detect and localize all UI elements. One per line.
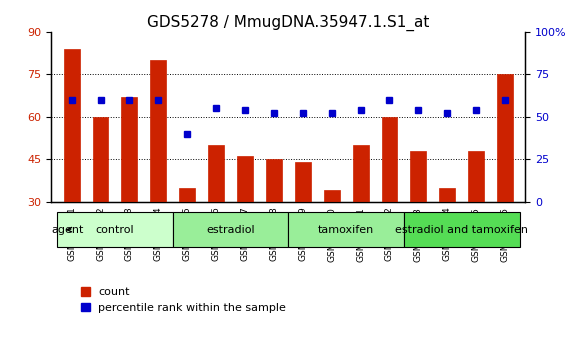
FancyBboxPatch shape	[288, 212, 404, 247]
Bar	[381, 117, 397, 287]
Bar	[439, 188, 455, 287]
Bar	[353, 145, 368, 287]
Text: estradiol: estradiol	[206, 225, 255, 235]
Bar	[497, 74, 513, 287]
FancyBboxPatch shape	[173, 212, 288, 247]
Bar	[411, 151, 427, 287]
Bar	[295, 162, 311, 287]
Bar	[237, 156, 253, 287]
Text: estradiol and tamoxifen: estradiol and tamoxifen	[395, 225, 528, 235]
Bar	[122, 97, 138, 287]
Bar	[324, 190, 340, 287]
Legend: count, percentile rank within the sample: count, percentile rank within the sample	[81, 287, 286, 313]
Bar	[266, 159, 282, 287]
Bar	[93, 117, 108, 287]
Bar	[64, 49, 79, 287]
FancyBboxPatch shape	[404, 212, 520, 247]
Text: agent: agent	[51, 225, 84, 235]
Bar	[150, 60, 166, 287]
Bar	[179, 188, 195, 287]
Text: tamoxifen: tamoxifen	[318, 225, 374, 235]
Title: GDS5278 / MmugDNA.35947.1.S1_at: GDS5278 / MmugDNA.35947.1.S1_at	[147, 14, 429, 30]
Text: control: control	[96, 225, 134, 235]
Bar	[468, 151, 484, 287]
Bar	[208, 145, 224, 287]
FancyBboxPatch shape	[57, 212, 173, 247]
